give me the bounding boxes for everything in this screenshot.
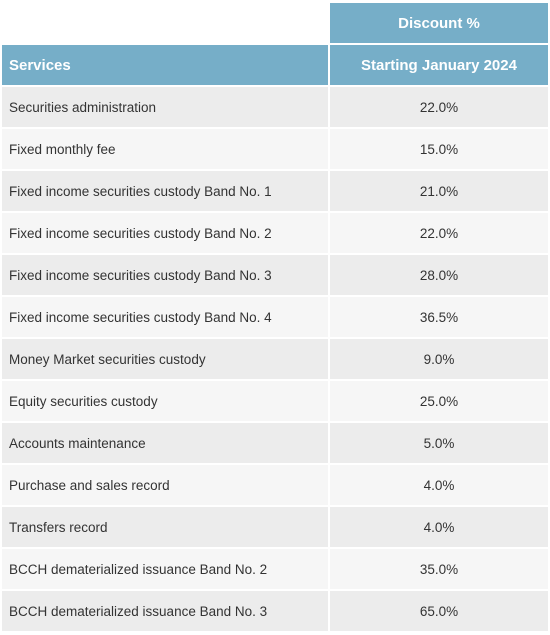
- discount-cell: 21.0%: [330, 171, 548, 211]
- table-header-row: Services Starting January 2024: [2, 45, 548, 85]
- starting-january-2024-column-header: Starting January 2024: [330, 45, 548, 85]
- service-cell: BCCH dematerialized issuance Band No. 2: [2, 549, 328, 589]
- discount-cell: 65.0%: [330, 591, 548, 631]
- table-row: BCCH dematerialized issuance Band No. 2 …: [2, 549, 548, 589]
- table-row: Securities administration 22.0%: [2, 87, 548, 127]
- service-cell: Purchase and sales record: [2, 465, 328, 505]
- services-column-header: Services: [2, 45, 328, 85]
- discount-cell: 5.0%: [330, 423, 548, 463]
- service-cell: Accounts maintenance: [2, 423, 328, 463]
- table-row: Fixed income securities custody Band No.…: [2, 297, 548, 337]
- table-row: Accounts maintenance 5.0%: [2, 423, 548, 463]
- service-cell: Securities administration: [2, 87, 328, 127]
- service-cell: Fixed income securities custody Band No.…: [2, 171, 328, 211]
- service-cell: BCCH dematerialized issuance Band No. 3: [2, 591, 328, 631]
- table-row: Fixed income securities custody Band No.…: [2, 171, 548, 211]
- service-cell: Fixed income securities custody Band No.…: [2, 297, 328, 337]
- service-cell: Fixed income securities custody Band No.…: [2, 213, 328, 253]
- table-body: Securities administration 22.0% Fixed mo…: [2, 87, 548, 633]
- service-cell: Fixed monthly fee: [2, 129, 328, 169]
- discount-cell: 22.0%: [330, 87, 548, 127]
- table-row: Equity securities custody 25.0%: [2, 381, 548, 421]
- discount-cell: 4.0%: [330, 465, 548, 505]
- discount-cell: 15.0%: [330, 129, 548, 169]
- table-row: Transfers record 4.0%: [2, 507, 548, 547]
- discount-cell: 22.0%: [330, 213, 548, 253]
- discount-cell: 9.0%: [330, 339, 548, 379]
- discount-cell: 35.0%: [330, 549, 548, 589]
- service-cell: Equity securities custody: [2, 381, 328, 421]
- service-cell: Fixed income securities custody Band No.…: [2, 255, 328, 295]
- discount-cell: 36.5%: [330, 297, 548, 337]
- table-row: Fixed monthly fee 15.0%: [2, 129, 548, 169]
- table-row: Money Market securities custody 9.0%: [2, 339, 548, 379]
- table-row: Fixed income securities custody Band No.…: [2, 213, 548, 253]
- table-row: BCCH dematerialized issuance Band No. 3 …: [2, 591, 548, 631]
- table-row: Purchase and sales record 4.0%: [2, 465, 548, 505]
- service-cell: Money Market securities custody: [2, 339, 328, 379]
- discount-percent-header: Discount %: [330, 3, 548, 43]
- table-row: Fixed income securities custody Band No.…: [2, 255, 548, 295]
- discount-cell: 28.0%: [330, 255, 548, 295]
- discount-cell: 25.0%: [330, 381, 548, 421]
- discount-cell: 4.0%: [330, 507, 548, 547]
- service-cell: Transfers record: [2, 507, 328, 547]
